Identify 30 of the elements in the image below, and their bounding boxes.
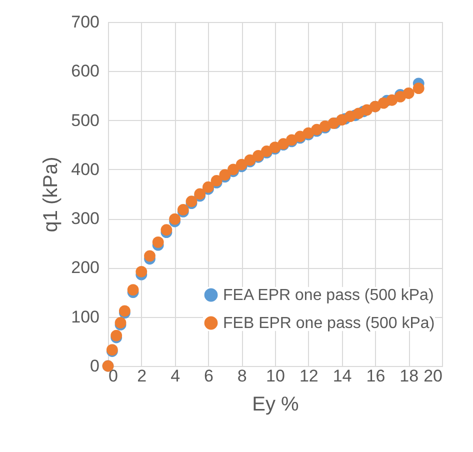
x-axis-title: Ey % bbox=[252, 394, 300, 416]
legend-label: FEA EPR one pass (500 kPa) bbox=[223, 287, 434, 304]
x-tick-label: 10 bbox=[266, 366, 285, 386]
x-tick-label: 20 bbox=[424, 366, 442, 386]
x-tick-label: 2 bbox=[137, 366, 147, 386]
point bbox=[169, 213, 180, 225]
y-tick-label: 400 bbox=[71, 160, 100, 179]
x-tick-label: 14 bbox=[332, 366, 352, 386]
point bbox=[152, 236, 164, 248]
y-tick-label: 300 bbox=[71, 209, 100, 228]
x-tick-label: 12 bbox=[299, 366, 318, 386]
point bbox=[144, 250, 156, 262]
y-tick-label: 600 bbox=[71, 62, 100, 81]
y-tick-label: 200 bbox=[71, 258, 100, 278]
point bbox=[412, 82, 424, 94]
legend-label: FEB EPR one pass (500 kPa) bbox=[223, 315, 435, 332]
x-tick-label: 18 bbox=[400, 366, 419, 386]
x-tick-label: 4 bbox=[170, 366, 180, 386]
y-tick-label: 700 bbox=[71, 12, 100, 32]
point bbox=[136, 266, 148, 278]
y-tick-label: 100 bbox=[71, 307, 100, 326]
x-tick-label: 0 bbox=[108, 366, 118, 386]
x-tick-label: 8 bbox=[237, 366, 247, 386]
x-tick-label: 6 bbox=[204, 366, 214, 386]
point bbox=[127, 284, 139, 296]
point bbox=[160, 224, 172, 236]
point bbox=[402, 88, 414, 99]
x-tick-label: 16 bbox=[366, 366, 386, 386]
y-axis-title: q1 (kPa) bbox=[40, 156, 62, 232]
y-tick-label: 500 bbox=[71, 110, 100, 130]
